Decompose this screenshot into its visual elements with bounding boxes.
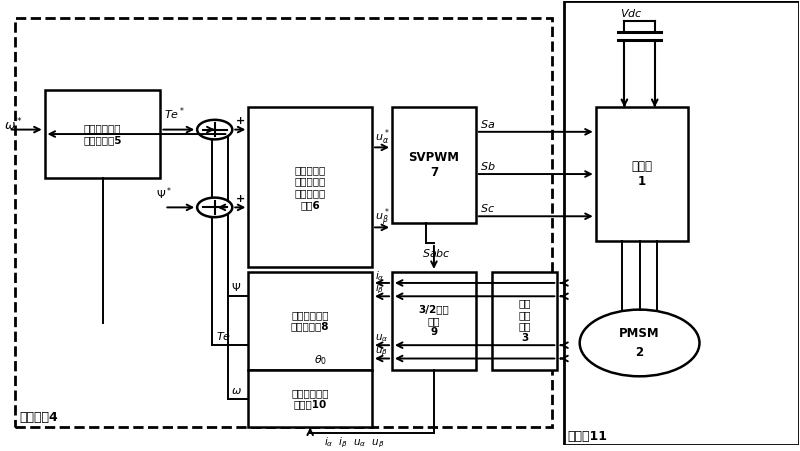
Text: 3/2坐标
变换
9: 3/2坐标 变换 9: [418, 304, 450, 337]
Text: $u_{\alpha}$: $u_{\alpha}$: [375, 332, 389, 344]
Text: $Sa$: $Sa$: [480, 118, 495, 130]
Text: $Sb$: $Sb$: [480, 160, 495, 172]
Text: $Te$: $Te$: [215, 330, 230, 342]
Text: $u_{\beta}$: $u_{\beta}$: [375, 345, 388, 358]
Bar: [248, 272, 372, 370]
Text: $\omega$: $\omega$: [231, 386, 242, 396]
Text: $u_{\beta}^*$: $u_{\beta}^*$: [375, 207, 390, 229]
Text: SVPWM
7: SVPWM 7: [409, 151, 459, 179]
Bar: [45, 90, 161, 179]
Text: 终端滑模转速
外环控制器5: 终端滑模转速 外环控制器5: [83, 123, 122, 145]
Text: $i_{\alpha}\ \ i_{\beta}\ \ u_{\alpha}\ \ u_{\beta}$: $i_{\alpha}\ \ i_{\beta}\ \ u_{\alpha}\ …: [324, 435, 385, 450]
Text: $\Psi$: $\Psi$: [231, 281, 242, 294]
Text: -: -: [209, 213, 213, 223]
Bar: [248, 107, 372, 267]
Text: 信号
检测
电路
3: 信号 检测 电路 3: [518, 298, 531, 343]
Text: 逃变器
1: 逃变器 1: [631, 160, 652, 188]
Text: 控制电路4: 控制电路4: [19, 411, 58, 424]
Bar: [248, 370, 372, 428]
Text: $i_{\beta}$: $i_{\beta}$: [375, 282, 385, 296]
Text: 自适应模糊
滑模转矩、
磁链内环控
制器6: 自适应模糊 滑模转矩、 磁链内环控 制器6: [294, 165, 326, 210]
Text: $u_{\alpha}^*$: $u_{\alpha}^*$: [375, 128, 390, 147]
Text: $Sabc$: $Sabc$: [422, 247, 451, 259]
Text: 转子位置、转
速估计10: 转子位置、转 速估计10: [291, 388, 329, 410]
Text: -: -: [209, 135, 213, 145]
Bar: [492, 272, 558, 370]
Text: $i_{\alpha}$: $i_{\alpha}$: [375, 269, 385, 283]
Circle shape: [197, 198, 232, 217]
Circle shape: [197, 120, 232, 139]
Bar: [596, 107, 687, 241]
Text: 2: 2: [635, 346, 644, 359]
Text: +: +: [235, 116, 245, 126]
Bar: [392, 272, 476, 370]
Text: 定子磁链、电
磁转矩估计8: 定子磁链、电 磁转矩估计8: [291, 310, 330, 331]
Text: $\Psi^*$: $\Psi^*$: [157, 186, 173, 202]
Text: +: +: [235, 194, 245, 204]
Bar: [15, 18, 552, 428]
Text: $Sc$: $Sc$: [480, 202, 495, 214]
Text: $Vdc$: $Vdc$: [620, 7, 642, 18]
Text: $\omega^*$: $\omega^*$: [4, 117, 23, 133]
Text: 主电路11: 主电路11: [568, 430, 608, 443]
Circle shape: [580, 310, 699, 376]
Bar: [564, 1, 799, 445]
Text: $\theta_0$: $\theta_0$: [314, 353, 327, 367]
Text: PMSM: PMSM: [619, 327, 660, 340]
Bar: [392, 107, 476, 223]
Text: $Te^*$: $Te^*$: [165, 106, 186, 122]
